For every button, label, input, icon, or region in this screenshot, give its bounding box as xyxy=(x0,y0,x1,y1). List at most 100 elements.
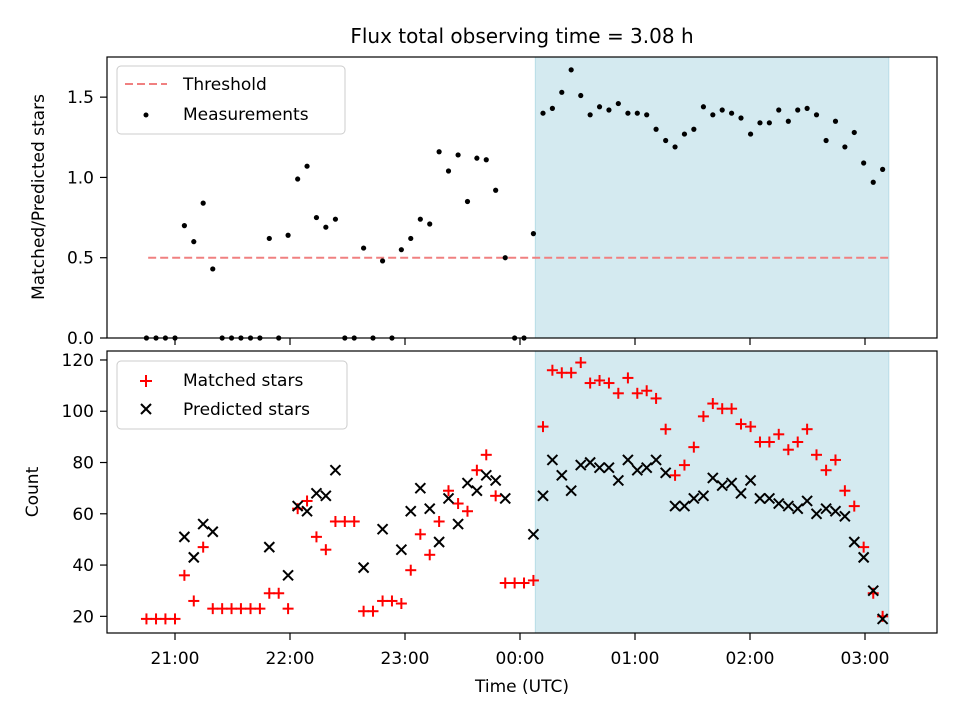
matched-star-point xyxy=(622,372,634,384)
predicted-star-point xyxy=(773,497,785,510)
bottom-y-axis-label: Count xyxy=(23,466,43,517)
matched-star-point xyxy=(584,377,596,389)
measurement-point xyxy=(455,152,461,158)
matched-star-point xyxy=(631,387,643,399)
matched-star-point xyxy=(735,418,747,430)
top-y-tick-label: 1.0 xyxy=(67,168,94,188)
measurement-point xyxy=(729,110,735,116)
measurement-point xyxy=(832,118,839,124)
matched-star-point xyxy=(461,505,473,517)
observing-window-span xyxy=(534,56,890,339)
top-measurement-points xyxy=(143,67,886,341)
predicted-star-point xyxy=(867,584,879,597)
predicted-star-point xyxy=(442,492,455,505)
matched-star-point xyxy=(263,587,275,599)
predicted-star-point xyxy=(527,528,540,541)
matched-star-point xyxy=(499,577,511,589)
predicted-star-point xyxy=(801,495,813,507)
measurement-point xyxy=(181,223,187,229)
measurement-point xyxy=(785,118,791,124)
predicted-star-point xyxy=(792,502,804,515)
predicted-star-point xyxy=(650,454,662,466)
matched-star-point xyxy=(754,436,766,448)
measurements-legend-marker xyxy=(143,112,149,118)
measurement-point xyxy=(681,131,688,137)
measurement-point xyxy=(653,126,659,132)
predicted-star-point xyxy=(291,500,304,512)
matched-star-point xyxy=(273,587,285,599)
bottom-highlight-span xyxy=(534,350,890,634)
matched-star-point xyxy=(603,377,615,389)
bottom-y-tick-label: 60 xyxy=(72,505,94,525)
matched-star-point xyxy=(452,498,464,510)
matched-star-point xyxy=(509,577,521,589)
measurement-point xyxy=(606,107,612,113)
top-y-ticks: 0.0 0.5 1.0 1.5 xyxy=(67,88,107,349)
predicted-star-point xyxy=(537,490,549,502)
matched-star-point xyxy=(565,367,577,379)
top-y-tick-label: 0.0 xyxy=(67,329,94,349)
matched-star-point xyxy=(678,459,690,471)
matched-star-point xyxy=(839,485,851,497)
matched-star-point xyxy=(207,603,219,615)
measurement-point xyxy=(691,126,697,132)
predicted-star-point xyxy=(688,492,700,505)
matched-star-point xyxy=(773,428,785,440)
matched-star-point xyxy=(716,403,728,415)
matched-star-point xyxy=(829,454,841,466)
measurement-point xyxy=(719,107,725,113)
x-tick-label: 02:00 xyxy=(726,649,775,669)
matched-star-point xyxy=(546,364,558,376)
predicted-star-point xyxy=(188,551,200,564)
matched-legend-label: Matched stars xyxy=(183,371,303,391)
bottom-legend-box xyxy=(116,360,348,430)
predicted-star-point xyxy=(424,502,436,515)
top-legend: Threshold Measurements xyxy=(116,65,346,135)
matched-star-point xyxy=(197,541,209,553)
predicted-star-point xyxy=(857,551,870,564)
measurement-point xyxy=(285,232,291,238)
measurement-point xyxy=(747,131,754,137)
predicted-star-point xyxy=(433,536,445,548)
bottom-y-tick-label: 120 xyxy=(62,351,94,371)
predicted-star-point xyxy=(603,461,615,474)
matched-star-point xyxy=(140,613,152,625)
predicted-star-point xyxy=(471,485,483,497)
predicted-star-point xyxy=(414,482,427,494)
predicted-star-point xyxy=(197,518,209,530)
measurement-point xyxy=(757,120,763,126)
predicted-star-point xyxy=(707,472,719,484)
matched-star-point xyxy=(159,613,171,625)
bottom-y-tick-label: 100 xyxy=(62,402,94,422)
measurement-point xyxy=(861,160,867,166)
matched-star-point xyxy=(169,613,181,625)
matched-star-point xyxy=(178,569,190,581)
matched-star-point xyxy=(745,421,757,433)
measurement-point xyxy=(776,107,782,113)
measurement-point xyxy=(634,110,640,116)
measurement-point xyxy=(191,239,197,245)
x-tick-label: 01:00 xyxy=(611,649,660,669)
measurement-point xyxy=(596,104,603,110)
matched-star-point xyxy=(150,613,162,625)
predicted-star-point xyxy=(329,464,342,476)
x-tick-label: 22:00 xyxy=(266,649,315,669)
bottom-x-ticks: 21:00 22:00 23:00 00:00 01:00 02:00 03:00 xyxy=(151,633,890,669)
measurement-point xyxy=(870,179,876,185)
predicted-star-point xyxy=(207,526,219,538)
matched-star-point xyxy=(490,490,502,502)
matched-star-point xyxy=(471,464,483,476)
predicted-star-point xyxy=(489,474,502,487)
top-highlight-span xyxy=(534,56,890,339)
measurement-point xyxy=(313,214,320,221)
predicted-star-point xyxy=(565,485,577,497)
predicted-star-point xyxy=(461,477,474,489)
measurement-point xyxy=(436,149,442,155)
x-axis-label: Time (UTC) xyxy=(474,677,569,697)
matched-star-point xyxy=(556,367,568,379)
matched-star-point xyxy=(801,423,813,435)
matched-star-point xyxy=(858,541,870,553)
predicted-legend-label: Predicted stars xyxy=(183,400,310,420)
predicted-star-point xyxy=(320,490,332,502)
matched-star-point xyxy=(424,549,436,561)
